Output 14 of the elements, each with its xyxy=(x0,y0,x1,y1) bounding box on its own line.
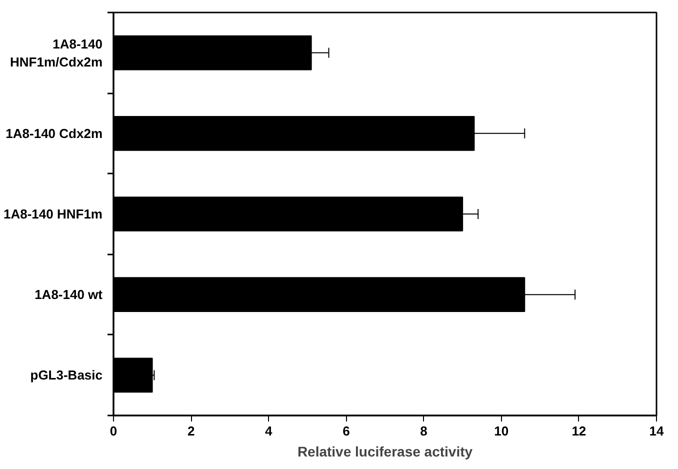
x-tick-label: 14 xyxy=(649,424,664,438)
x-tick-label: 8 xyxy=(420,424,428,438)
y-tick-label: 1A8-140 wt xyxy=(34,287,104,302)
x-tick-label: 6 xyxy=(342,424,350,438)
x-tick-label: 4 xyxy=(265,424,274,438)
x-tick-label: 2 xyxy=(187,424,195,438)
y-tick-label: 1A8-140 Cdx2m xyxy=(6,126,102,141)
x-tick-label: 0 xyxy=(110,424,118,438)
y-tick-label: 1A8-140 HNF1m xyxy=(4,206,103,222)
y-tick-label: 1A8-140 HNF1m/Cdx2m xyxy=(10,36,103,70)
y-tick-label: pGL3-Basic xyxy=(30,368,103,383)
x-tick-label: 12 xyxy=(572,424,586,438)
x-axis-title: Relative luciferase activity xyxy=(297,444,473,460)
x-tick-label: 10 xyxy=(494,424,509,438)
